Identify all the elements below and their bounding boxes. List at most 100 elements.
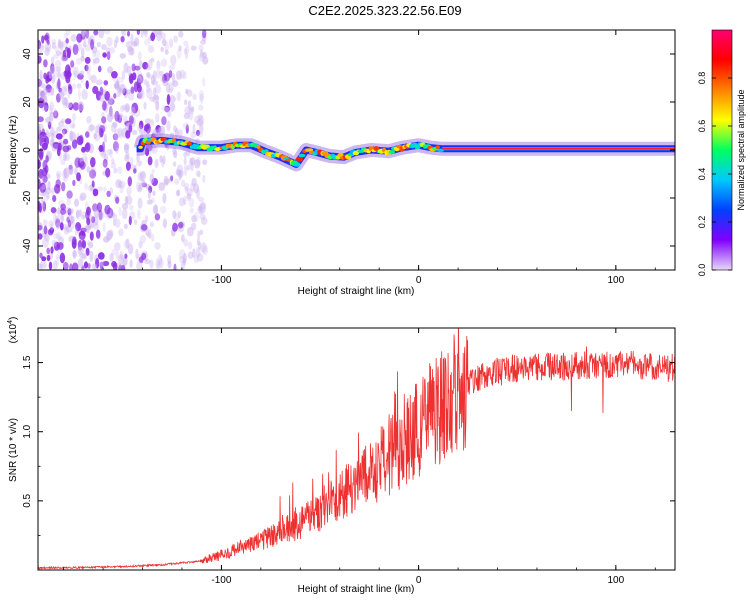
ridge-blob: [388, 150, 395, 154]
noise-blob: [124, 253, 128, 259]
noise-blob: [78, 209, 83, 218]
heatmap-ticks: -100 0 100 -40 -20 0 20 40: [22, 30, 675, 286]
noise-blob: [88, 241, 94, 249]
noise-blob: [78, 230, 86, 240]
noise-blob: [99, 125, 106, 133]
noise-blob: [62, 152, 67, 161]
noise-blob: [42, 261, 47, 269]
noise-blob: [183, 151, 188, 158]
heatmap-y-tick-label: 20: [22, 96, 33, 108]
noise-blob: [57, 242, 64, 250]
noise-blob: [162, 218, 168, 229]
noise-blob: [60, 71, 66, 81]
noise-blob: [89, 231, 94, 241]
noise-blob: [62, 261, 69, 270]
noise-blob: [197, 171, 201, 178]
noise-blob: [109, 148, 113, 159]
noise-blob: [115, 179, 122, 189]
noise-blob: [97, 65, 102, 73]
noise-blob: [125, 151, 130, 160]
noise-blob: [112, 122, 118, 128]
snr-y-tick-label: 1.5: [22, 355, 33, 369]
noise-blob: [129, 204, 134, 211]
noise-blob: [71, 139, 78, 149]
noise-blob: [108, 96, 113, 107]
colorbar: 0.0 0.2 0.4 0.6 0.8 Normalized spectral ampl…: [697, 29, 746, 277]
noise-blob: [57, 207, 61, 215]
noise-blob: [67, 219, 72, 228]
noise-blob: [120, 264, 126, 270]
noise-blob: [75, 57, 83, 65]
noise-blob: [92, 58, 96, 66]
noise-blob: [89, 169, 97, 179]
noise-blob: [95, 229, 101, 239]
noise-blob: [152, 204, 159, 215]
noise-blob: [107, 66, 113, 74]
noise-blob: [94, 125, 100, 133]
noise-blob: [152, 190, 156, 196]
noise-blob: [38, 210, 41, 219]
noise-blob: [76, 135, 84, 146]
noise-blob: [182, 253, 187, 263]
heatmap-signal-ridge: [131, 133, 675, 172]
snr-y-scale-multiplier: (x104): [7, 317, 19, 344]
noise-blob: [161, 116, 167, 126]
noise-blob: [137, 75, 142, 83]
colorbar-tick-label: 0.2: [697, 216, 707, 229]
noise-blob: [38, 224, 43, 231]
colorbar-tick-label: 0.6: [697, 120, 707, 133]
noise-blob: [168, 87, 173, 94]
noise-blob: [93, 57, 100, 64]
noise-blob: [74, 166, 78, 176]
noise-blob: [93, 221, 99, 230]
noise-blob: [144, 30, 148, 38]
heatmap-y-axis-label: Frequency (Hz): [8, 116, 19, 185]
noise-blob: [81, 240, 87, 249]
noise-blob: [55, 133, 63, 140]
noise-blob: [118, 207, 122, 216]
noise-blob: [150, 32, 156, 42]
heatmap-y-tick-label: -20: [22, 190, 33, 205]
noise-blob: [105, 212, 113, 220]
noise-blob: [127, 176, 132, 187]
noise-blob: [70, 208, 74, 214]
noise-blob: [55, 231, 62, 241]
noise-blob: [66, 47, 72, 59]
noise-blob: [131, 129, 138, 136]
noise-blob: [183, 156, 187, 166]
noise-blob: [50, 207, 57, 214]
noise-blob: [68, 212, 73, 221]
noise-blob: [63, 167, 70, 179]
noise-blob: [183, 195, 187, 206]
noise-blob: [63, 153, 70, 161]
noise-blob: [156, 60, 161, 70]
noise-blob: [174, 178, 180, 185]
noise-blob: [58, 142, 62, 151]
noise-blob: [90, 39, 95, 50]
noise-blob: [178, 45, 182, 52]
noise-blob: [159, 155, 163, 163]
noise-blob: [76, 172, 81, 182]
noise-blob: [147, 156, 153, 166]
noise-blob: [39, 131, 47, 138]
noise-blob: [82, 34, 87, 43]
noise-blob: [40, 204, 46, 214]
noise-blob: [44, 41, 52, 53]
noise-blob: [113, 93, 117, 99]
noise-blob: [155, 100, 160, 111]
snr-y-tick-label: 1.0: [22, 424, 33, 438]
noise-blob: [182, 71, 187, 80]
noise-blob: [114, 128, 120, 140]
noise-blob: [183, 164, 188, 176]
noise-blob: [67, 83, 72, 91]
noise-blob: [120, 105, 125, 113]
noise-blob: [86, 224, 90, 234]
colorbar-tick-label: 0.0: [697, 264, 707, 277]
noise-blob: [187, 241, 193, 250]
noise-blob: [46, 115, 54, 126]
noise-blob: [154, 242, 161, 250]
noise-blob: [146, 72, 151, 78]
noise-blob: [168, 82, 174, 92]
noise-blob: [84, 56, 91, 64]
noise-blob: [50, 246, 54, 254]
